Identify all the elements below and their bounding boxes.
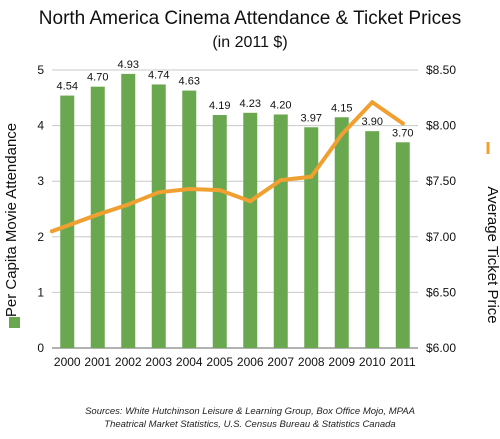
right-tick-label: $6.50 xyxy=(426,285,456,299)
right-tick-label: $6.00 xyxy=(426,341,456,355)
axes: 0 $6.00 1 $6.50 2 $7.00 3 $7.50 4 $8.00 5 $8.50 2000… xyxy=(3,63,500,369)
ticket-price-point xyxy=(217,188,222,193)
sources-line-2: Theatrical Market Statistics, U.S. Censu… xyxy=(104,419,396,430)
bar-data-label: 4.93 xyxy=(118,59,139,71)
data-labels: 4.54 4.70 4.93 4.74 4.63 4.19 4.23 4.20 3.97 4.15… xyxy=(57,59,414,139)
x-tick-label: 2001 xyxy=(84,355,111,369)
bar-data-label: 4.70 xyxy=(87,72,108,84)
attendance-bar xyxy=(395,142,410,348)
attendance-bar xyxy=(212,115,227,348)
attendance-bar xyxy=(182,90,197,349)
bar-data-label: 3.70 xyxy=(392,127,413,139)
ticket-price-point xyxy=(248,199,253,204)
ticket-price-point xyxy=(278,178,283,183)
attendance-bar xyxy=(304,127,319,348)
attendance-bar xyxy=(90,86,105,349)
ticket-price-point xyxy=(187,186,192,191)
ticket-price-point xyxy=(50,229,54,234)
bar-data-label: 4.19 xyxy=(209,100,230,112)
attendance-bar xyxy=(151,84,166,349)
x-tick-label: 2008 xyxy=(298,355,325,369)
x-tick-label: 2003 xyxy=(145,355,172,369)
left-axis-title: Per Capita Movie Attendance xyxy=(3,123,20,317)
left-tick-label: 5 xyxy=(37,63,44,77)
attendance-bar xyxy=(334,117,349,348)
bar-data-label: 4.15 xyxy=(331,102,352,114)
x-tick-label: 2005 xyxy=(206,355,233,369)
ticket-price-point xyxy=(126,202,131,207)
sources-line-1: Sources: White Hutchinson Leisure & Lear… xyxy=(85,406,415,417)
ticket-price-point xyxy=(309,174,314,179)
left-tick-label: 2 xyxy=(37,230,44,244)
right-tick-label: $7.00 xyxy=(426,230,456,244)
ticket-price-point xyxy=(156,190,161,195)
bar-data-label: 3.90 xyxy=(362,116,383,128)
bar-data-label: 3.97 xyxy=(301,112,322,124)
x-tick-label: 2011 xyxy=(390,355,416,369)
ticket-price-point xyxy=(339,132,344,137)
bar-data-label: 4.63 xyxy=(179,76,200,88)
left-tick-label: 4 xyxy=(37,119,44,133)
ticket-price-point xyxy=(370,100,375,105)
bar-data-label: 4.20 xyxy=(270,99,291,111)
attendance-legend-marker xyxy=(9,317,20,328)
bar-data-label: 4.23 xyxy=(240,98,261,110)
attendance-bar xyxy=(273,114,288,348)
left-tick-label: 1 xyxy=(37,285,44,299)
bar-data-label: 4.74 xyxy=(148,69,169,81)
x-tick-label: 2007 xyxy=(267,355,294,369)
x-tick-label: 2009 xyxy=(328,355,355,369)
right-axis-title: Average Ticket Price xyxy=(484,186,500,323)
x-tick-label: 2004 xyxy=(176,355,203,369)
left-tick-label: 3 xyxy=(37,174,44,188)
attendance-bars xyxy=(60,73,410,349)
ticket-price-line-group xyxy=(50,100,405,234)
right-tick-label: $8.50 xyxy=(426,63,456,77)
attendance-bar xyxy=(60,95,75,349)
right-tick-label: $7.50 xyxy=(426,174,456,188)
attendance-bar xyxy=(243,112,258,348)
gridlines xyxy=(52,69,418,349)
ticket-price-point xyxy=(95,212,100,217)
attendance-bar xyxy=(365,131,380,348)
chart-subtitle: (in 2011 $) xyxy=(212,34,288,51)
x-tick-label: 2010 xyxy=(359,355,386,369)
x-tick-label: 2002 xyxy=(115,355,142,369)
chart-title: North America Cinema Attendance & Ticket… xyxy=(38,8,462,29)
x-tick-label: 2006 xyxy=(237,355,264,369)
left-tick-label: 0 xyxy=(37,341,44,355)
attendance-bar xyxy=(121,73,136,348)
x-tick-label: 2000 xyxy=(54,355,81,369)
right-tick-label: $8.00 xyxy=(426,119,456,133)
bar-data-label: 4.54 xyxy=(57,81,78,93)
ticket-price-line xyxy=(50,100,405,234)
ticket-price-point xyxy=(400,121,405,126)
